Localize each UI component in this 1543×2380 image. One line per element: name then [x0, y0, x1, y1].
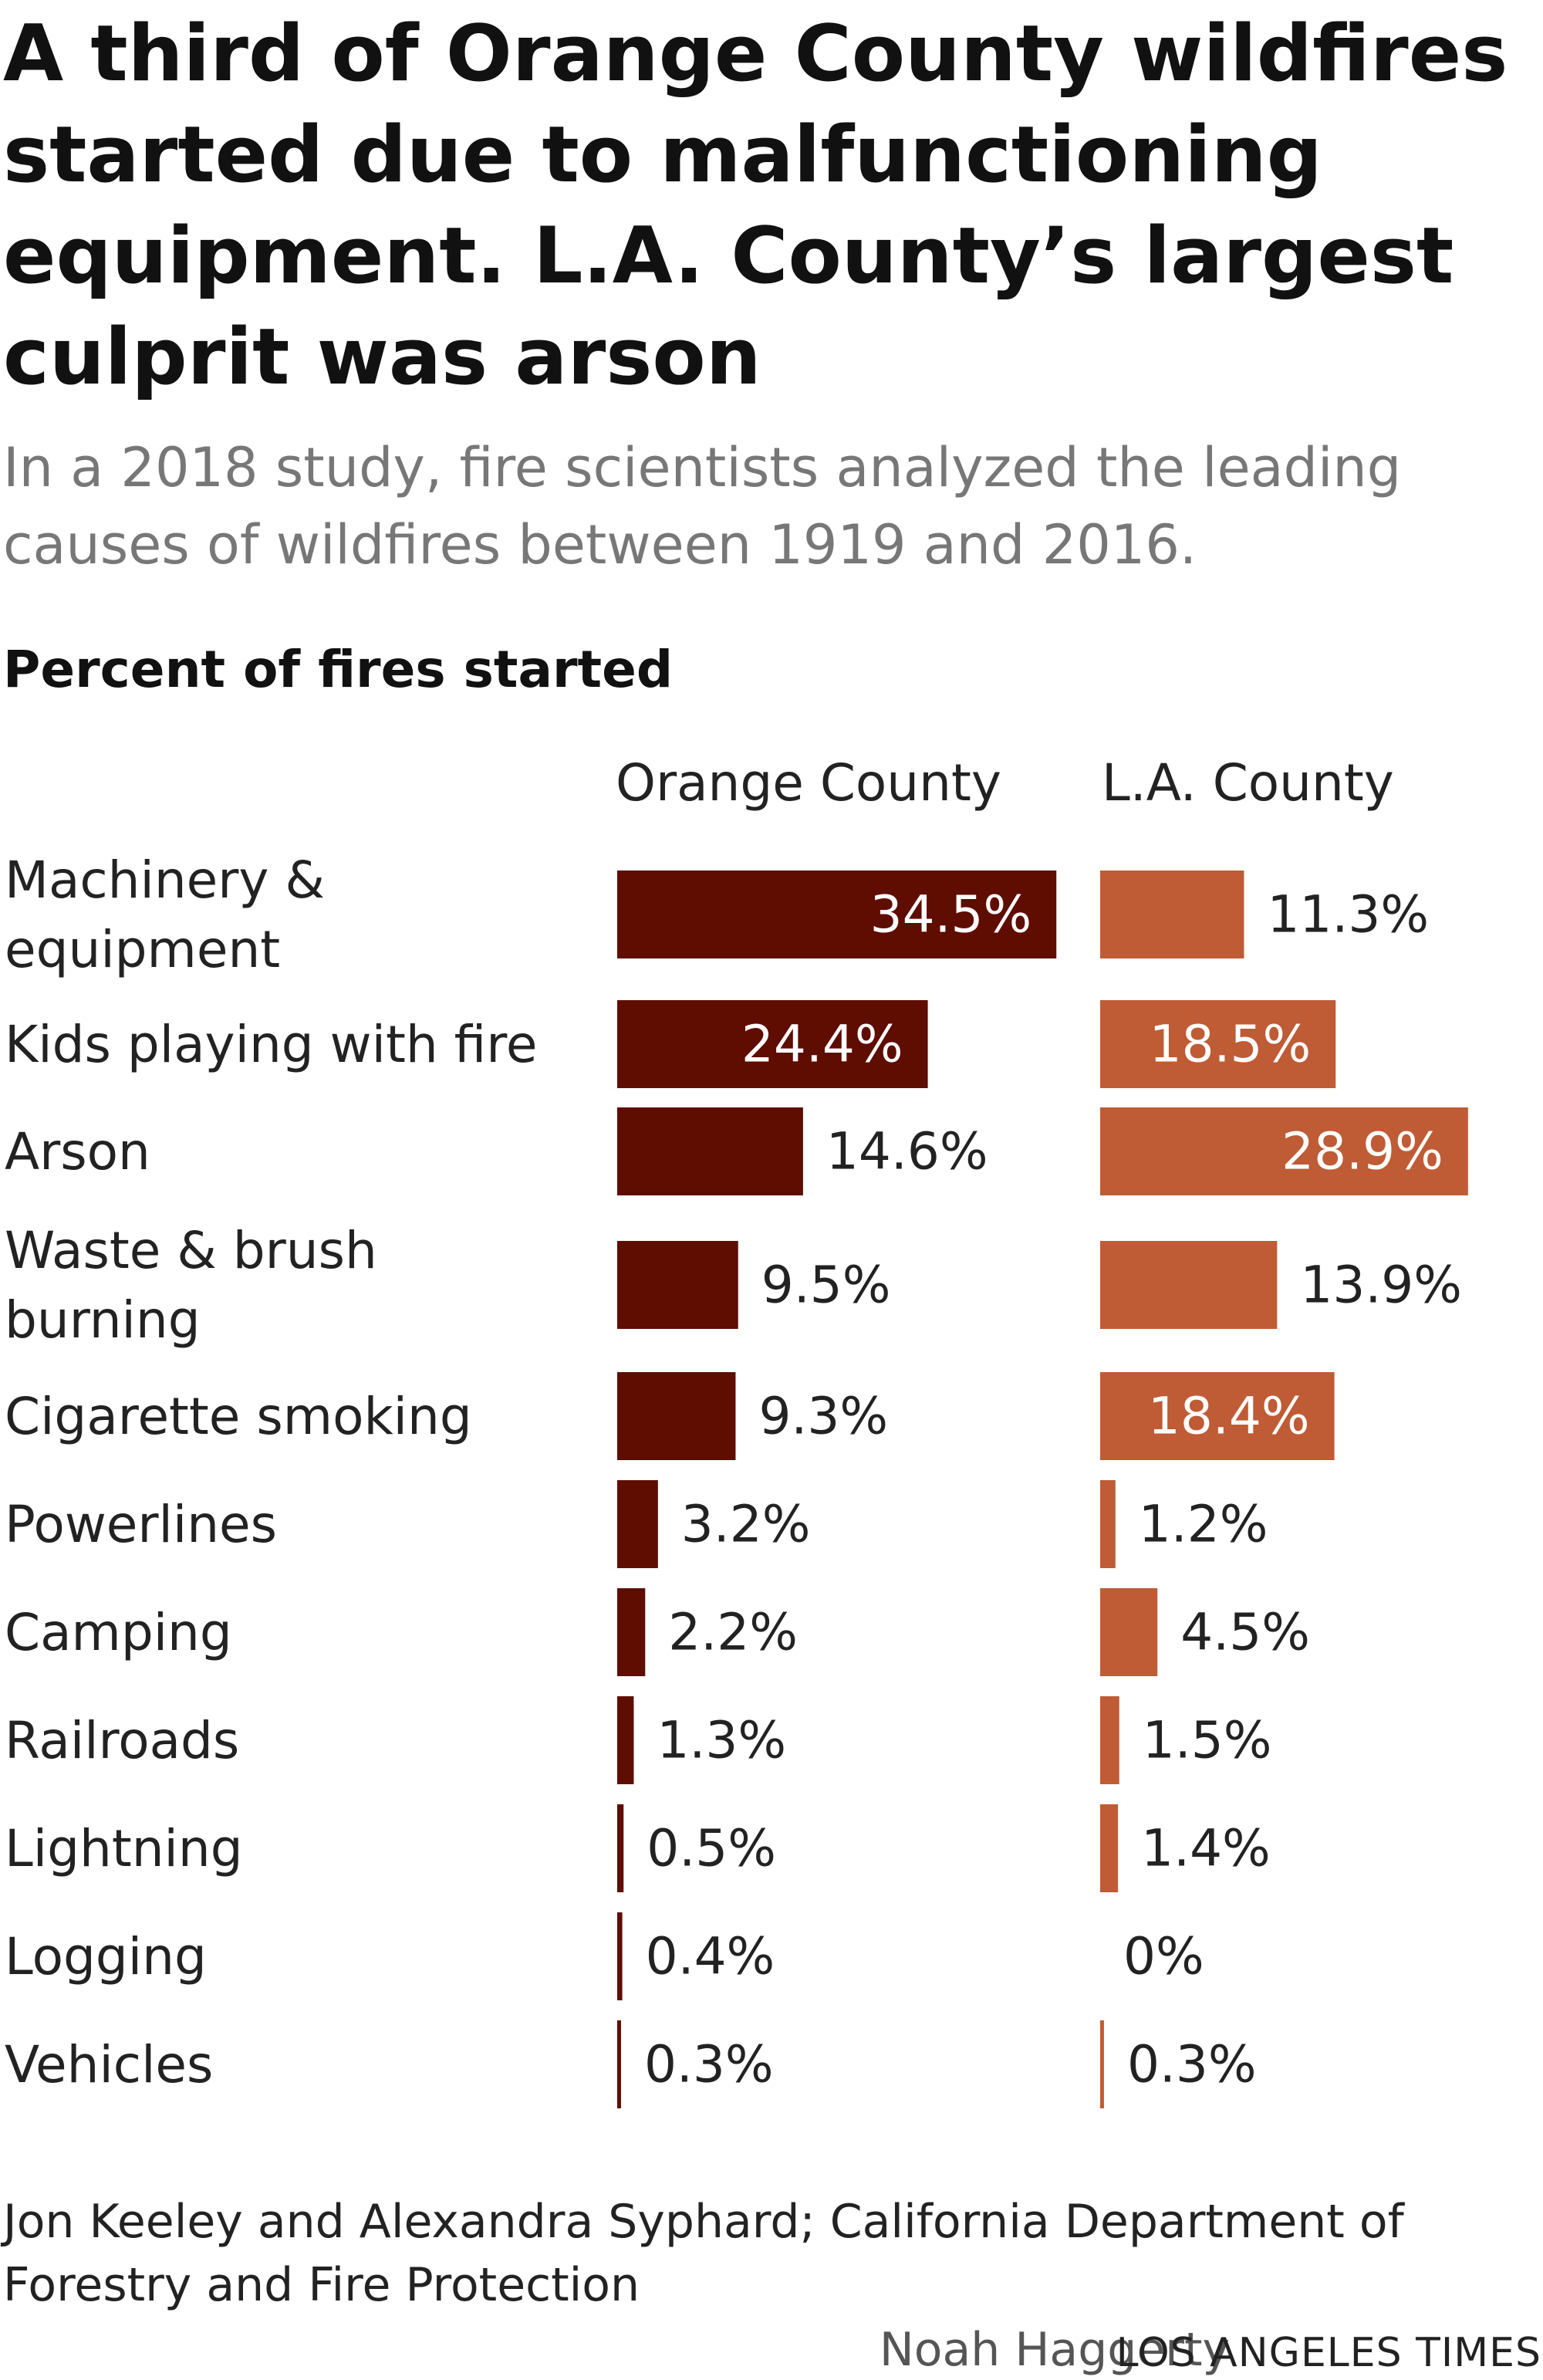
bar-orange-county-machinery-and-equipment: [617, 871, 1057, 958]
data-label-la-county-machinery-and-equipment: 11.3%: [1267, 885, 1429, 945]
data-label-la-county-vehicles: 0.3%: [1127, 2035, 1257, 2094]
data-label-la-county-powerlines: 1.2%: [1139, 1495, 1268, 1554]
bar-la-county-lightning: [1100, 1804, 1119, 1892]
bar-orange-county-camping: [617, 1588, 646, 1676]
author-credit: Noah Haggerty: [879, 2323, 1230, 2377]
series-header-la-county: L.A. County: [1102, 753, 1394, 813]
bar-la-county-arson: [1100, 1107, 1468, 1195]
data-label-la-county-waste-and-brush-burning: 13.9%: [1300, 1256, 1462, 1315]
source-note: Jon Keeley and Alexandra Syphard; Califo…: [3, 2195, 1404, 2312]
bar-la-county-waste-and-brush-burning: [1100, 1241, 1278, 1329]
chart-title: A third of Orange County wildfires start…: [3, 8, 1508, 402]
bar-orange-county-vehicles: [617, 2020, 621, 2108]
category-label-powerlines: Powerlines: [5, 1495, 277, 1554]
category-label-logging: Logging: [5, 1927, 207, 1986]
bar-la-county-vehicles: [1100, 2020, 1104, 2108]
value-axis-label: Percent of fires started: [3, 640, 674, 699]
category-label-waste-and-brush-burning: Waste & brush burning: [5, 1221, 377, 1350]
bar-orange-county-railroads: [617, 1696, 634, 1784]
data-label-orange-county-lightning: 0.5%: [647, 1819, 776, 1878]
chart-subtitle: In a 2018 study, fire scientists analyze…: [3, 436, 1402, 576]
bar-la-county-powerlines: [1100, 1480, 1116, 1568]
data-label-orange-county-camping: 2.2%: [668, 1603, 798, 1662]
bar-la-county-kids-playing-with-fire: [1100, 1000, 1336, 1088]
category-label-camping: Camping: [5, 1603, 232, 1662]
category-label-vehicles: Vehicles: [5, 2035, 213, 2094]
data-label-orange-county-railroads: 1.3%: [657, 1711, 786, 1770]
category-label-machinery-and-equipment: Machinery & equipment: [5, 850, 325, 979]
bar-la-county-camping: [1100, 1588, 1158, 1676]
bar-la-county-cigarette-smoking: [1100, 1372, 1335, 1460]
bar-chart: Machinery & equipment 34.5% 11.3% Kids playi…: [5, 850, 1468, 2108]
data-label-orange-county-vehicles: 0.3%: [644, 2035, 774, 2094]
bar-orange-county-logging: [617, 1912, 623, 2000]
bar-orange-county-arson: [617, 1107, 803, 1195]
data-label-la-county-cigarette-smoking: 18.4%: [1148, 1387, 1310, 1446]
data-label-orange-county-machinery-and-equipment: 34.5%: [870, 885, 1032, 945]
data-label-la-county-arson: 28.9%: [1281, 1122, 1443, 1182]
data-label-la-county-camping: 4.5%: [1180, 1603, 1310, 1662]
bar-orange-county-cigarette-smoking: [617, 1372, 736, 1460]
data-label-orange-county-cigarette-smoking: 9.3%: [758, 1387, 888, 1446]
category-label-arson: Arson: [5, 1122, 150, 1182]
category-label-lightning: Lightning: [5, 1819, 243, 1878]
data-label-la-county-kids-playing-with-fire: 18.5%: [1150, 1015, 1312, 1074]
bar-orange-county-powerlines: [617, 1480, 658, 1568]
data-label-orange-county-logging: 0.4%: [646, 1927, 775, 1986]
bar-la-county-railroads: [1100, 1696, 1119, 1784]
bar-orange-county-lightning: [617, 1804, 624, 1892]
series-header-orange-county: Orange County: [616, 753, 1001, 813]
category-label-cigarette-smoking: Cigarette smoking: [5, 1387, 472, 1446]
category-label-railroads: Railroads: [5, 1711, 239, 1770]
publisher-logo: LOS ANGELES TIMES: [1116, 2330, 1541, 2376]
data-label-orange-county-waste-and-brush-burning: 9.5%: [761, 1256, 891, 1315]
bar-orange-county-kids-playing-with-fire: [617, 1000, 928, 1088]
data-label-orange-county-arson: 14.6%: [826, 1122, 988, 1182]
data-label-la-county-lightning: 1.4%: [1141, 1819, 1271, 1878]
data-label-la-county-logging: 0%: [1123, 1927, 1204, 1986]
bar-la-county-machinery-and-equipment: [1100, 871, 1244, 958]
bar-orange-county-waste-and-brush-burning: [617, 1241, 738, 1329]
data-label-la-county-railroads: 1.5%: [1143, 1711, 1272, 1770]
data-label-orange-county-powerlines: 3.2%: [681, 1495, 811, 1554]
data-label-orange-county-kids-playing-with-fire: 24.4%: [741, 1015, 903, 1074]
category-label-kids-playing-with-fire: Kids playing with fire: [5, 1015, 538, 1074]
